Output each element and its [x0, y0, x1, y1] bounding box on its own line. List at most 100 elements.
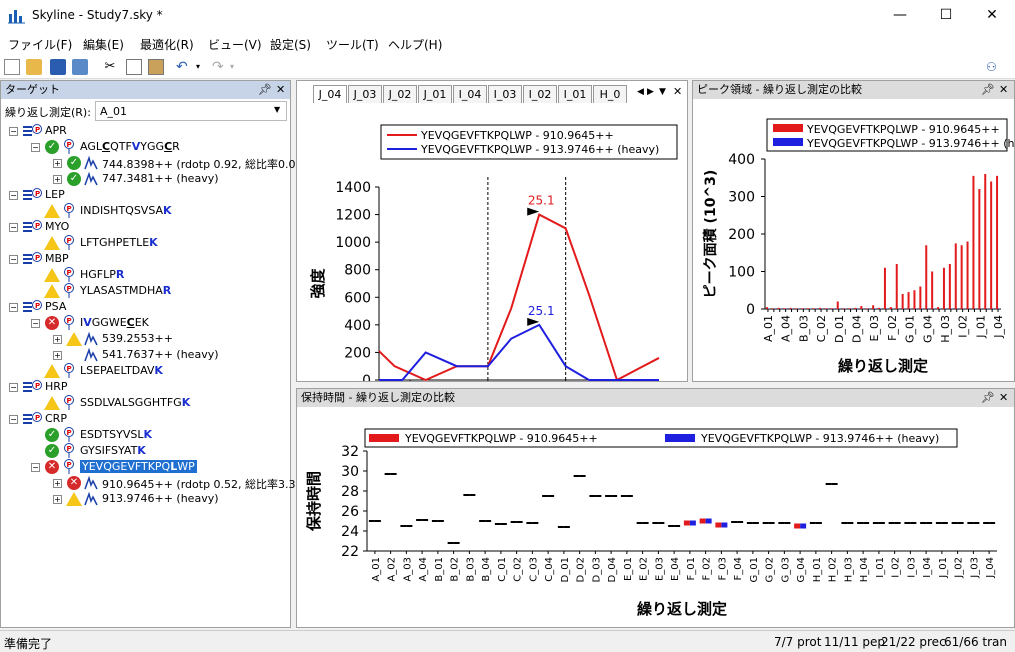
tree-row[interactable]: P LFTGHPETLEK [1, 235, 291, 251]
close-panel-icon[interactable]: ✕ [999, 83, 1009, 96]
menu-tools[interactable]: ツール(T) [326, 38, 379, 52]
rt-mark-heavy [894, 522, 901, 524]
retention-time-chart[interactable]: YEVQGEVFTKPQLWP - 910.9645++ YEVQGEVFTKPQ… [297, 407, 1014, 627]
close-chromatogram-icon[interactable]: ✕ [673, 85, 683, 98]
cut-icon[interactable]: ✂ [104, 59, 116, 74]
menu-file[interactable]: ファイル(F) [8, 38, 73, 52]
y-tick-label: 200 [344, 345, 371, 361]
bar-light [913, 290, 916, 309]
tree-row[interactable]: + ✕ 910.9645++ (rdotp 0.52, 総比率3.33) [1, 475, 307, 491]
warning-icon [44, 236, 60, 250]
tree-row[interactable]: − P HRP [1, 379, 291, 395]
menu-refine[interactable]: 最適化(R) [140, 38, 194, 52]
tab-list-icon[interactable]: ▼ [659, 87, 666, 97]
collapse-icon[interactable]: − [31, 463, 40, 472]
peak-area-chart[interactable]: YEVQGEVFTKPQLWP - 910.9645++YEVQGEVFTKPQ… [693, 99, 1014, 381]
collapse-icon[interactable]: − [9, 415, 18, 424]
expand-icon[interactable]: + [53, 495, 62, 504]
open-folder-icon[interactable] [26, 59, 42, 75]
rt-mark-light [857, 522, 864, 524]
tree-row[interactable]: ✓ P GYSIFSYATK [1, 443, 291, 459]
bar-light [783, 308, 786, 309]
tree-row[interactable]: − P MYO [1, 219, 291, 235]
minimize-button[interactable]: — [893, 7, 907, 23]
tab-replicate[interactable]: I_01 [558, 85, 592, 103]
expand-icon[interactable]: + [53, 335, 62, 344]
import-icon[interactable] [72, 59, 88, 75]
rt-mark-heavy [548, 495, 555, 497]
tree-row[interactable]: − P MBP [1, 251, 291, 267]
pin-icon[interactable]: 📌︎ [981, 83, 995, 96]
tab-replicate[interactable]: J_01 [418, 85, 452, 103]
chromatogram-chart[interactable]: YEVQGEVFTKPQLWP - 910.9645++YEVQGEVFTKPQ… [297, 103, 687, 381]
tree-row[interactable]: +539.2553++ [1, 331, 291, 347]
collapse-icon[interactable]: − [31, 143, 40, 152]
menu-help[interactable]: ヘルプ(H) [388, 38, 443, 52]
collapse-icon[interactable]: − [9, 191, 18, 200]
replicate-select[interactable]: A_01 ▼ [95, 101, 287, 121]
tab-replicate[interactable]: I_02 [523, 85, 557, 103]
user-icon[interactable]: ⚇ [986, 60, 997, 74]
undo-dropdown-icon[interactable]: ▾ [196, 62, 201, 71]
tab-replicate[interactable]: J_02 [383, 85, 417, 103]
pin-icon[interactable]: 📌︎ [981, 391, 995, 404]
tab-replicate[interactable]: I_04 [453, 85, 487, 103]
close-panel-icon[interactable]: ✕ [999, 391, 1009, 404]
collapse-icon[interactable]: − [9, 303, 18, 312]
maximize-button[interactable]: ☐ [939, 7, 953, 23]
peak-area-title: ピーク領域 - 繰り返し測定の比較 [697, 83, 862, 96]
tab-replicate[interactable]: I_03 [488, 85, 522, 103]
copy-icon[interactable] [126, 59, 142, 75]
tree-row[interactable]: +541.7637++ (heavy) [1, 347, 291, 363]
x-tick-label: A_01 [371, 557, 382, 582]
tree-row[interactable]: − ✕ P IVGGWECEK [1, 315, 291, 331]
tree-row[interactable]: + ✓ 744.8398++ (rdotp 0.92, 総比率0.01) [1, 155, 307, 171]
collapse-icon[interactable]: − [9, 223, 18, 232]
tree-row[interactable]: P INDISHTQSVSAK [1, 203, 291, 219]
collapse-icon[interactable]: − [9, 383, 18, 392]
tree-row[interactable]: ✓ P ESDTSYVSLK [1, 427, 291, 443]
pin-icon[interactable]: 📌︎ [258, 83, 272, 96]
tree-row[interactable]: − P LEP [1, 187, 291, 203]
expand-icon[interactable]: + [53, 479, 62, 488]
tree-row[interactable]: − P PSA [1, 299, 291, 315]
precursor-icon [84, 347, 98, 362]
tree-row[interactable]: P SSDLVALSGGHTFGK [1, 395, 291, 411]
y-tick-label: 30 [341, 464, 359, 480]
save-icon[interactable] [50, 59, 66, 75]
menu-settings[interactable]: 設定(S) [270, 38, 311, 52]
tree-row[interactable]: − ✕ P YEVQGEVFTKPQLWP [1, 459, 291, 475]
tab-scroll-right-icon[interactable]: ▶ [647, 87, 654, 97]
tab-replicate[interactable]: J_04 [313, 85, 347, 103]
menu-edit[interactable]: 編集(E) [83, 38, 124, 52]
undo-icon[interactable]: ↶ [176, 59, 188, 75]
tree-row[interactable]: − ✓ P AGLCQTFVYGGCR [1, 139, 291, 155]
new-file-icon[interactable] [4, 59, 20, 75]
tree-row[interactable]: − P APR [1, 123, 291, 139]
tab-replicate[interactable]: H_0 [593, 85, 627, 103]
expand-icon[interactable]: + [53, 351, 62, 360]
rt-mark-light [872, 522, 879, 524]
collapse-icon[interactable]: − [31, 319, 40, 328]
menu-view[interactable]: ビュー(V) [208, 38, 262, 52]
rt-mark-heavy [611, 495, 618, 497]
tree-row[interactable]: P HGFLPR [1, 267, 291, 283]
redo-icon[interactable]: ↷ [212, 59, 224, 75]
paste-icon[interactable] [148, 59, 164, 75]
close-panel-icon[interactable]: ✕ [276, 83, 286, 96]
collapse-icon[interactable]: − [9, 127, 18, 136]
expand-icon[interactable]: + [53, 175, 62, 184]
tab-replicate[interactable]: J_03 [348, 85, 382, 103]
close-button[interactable]: ✕ [986, 7, 998, 23]
tree-row[interactable]: + ✓ 747.3481++ (heavy) [1, 171, 291, 187]
redo-dropdown-icon[interactable]: ▾ [230, 62, 235, 71]
check-icon: ✓ [45, 444, 59, 458]
tree-row[interactable]: − P CRP [1, 411, 291, 427]
tab-scroll-left-icon[interactable]: ◀ [637, 87, 644, 97]
expand-icon[interactable]: + [53, 159, 62, 168]
collapse-icon[interactable]: − [9, 255, 18, 264]
tree-row[interactable]: P LSEPAELTDAVK [1, 363, 291, 379]
tree-row[interactable]: +913.9746++ (heavy) [1, 491, 291, 507]
rt-mark-light [668, 525, 675, 527]
tree-row[interactable]: P YLASASTMDHAR [1, 283, 291, 299]
